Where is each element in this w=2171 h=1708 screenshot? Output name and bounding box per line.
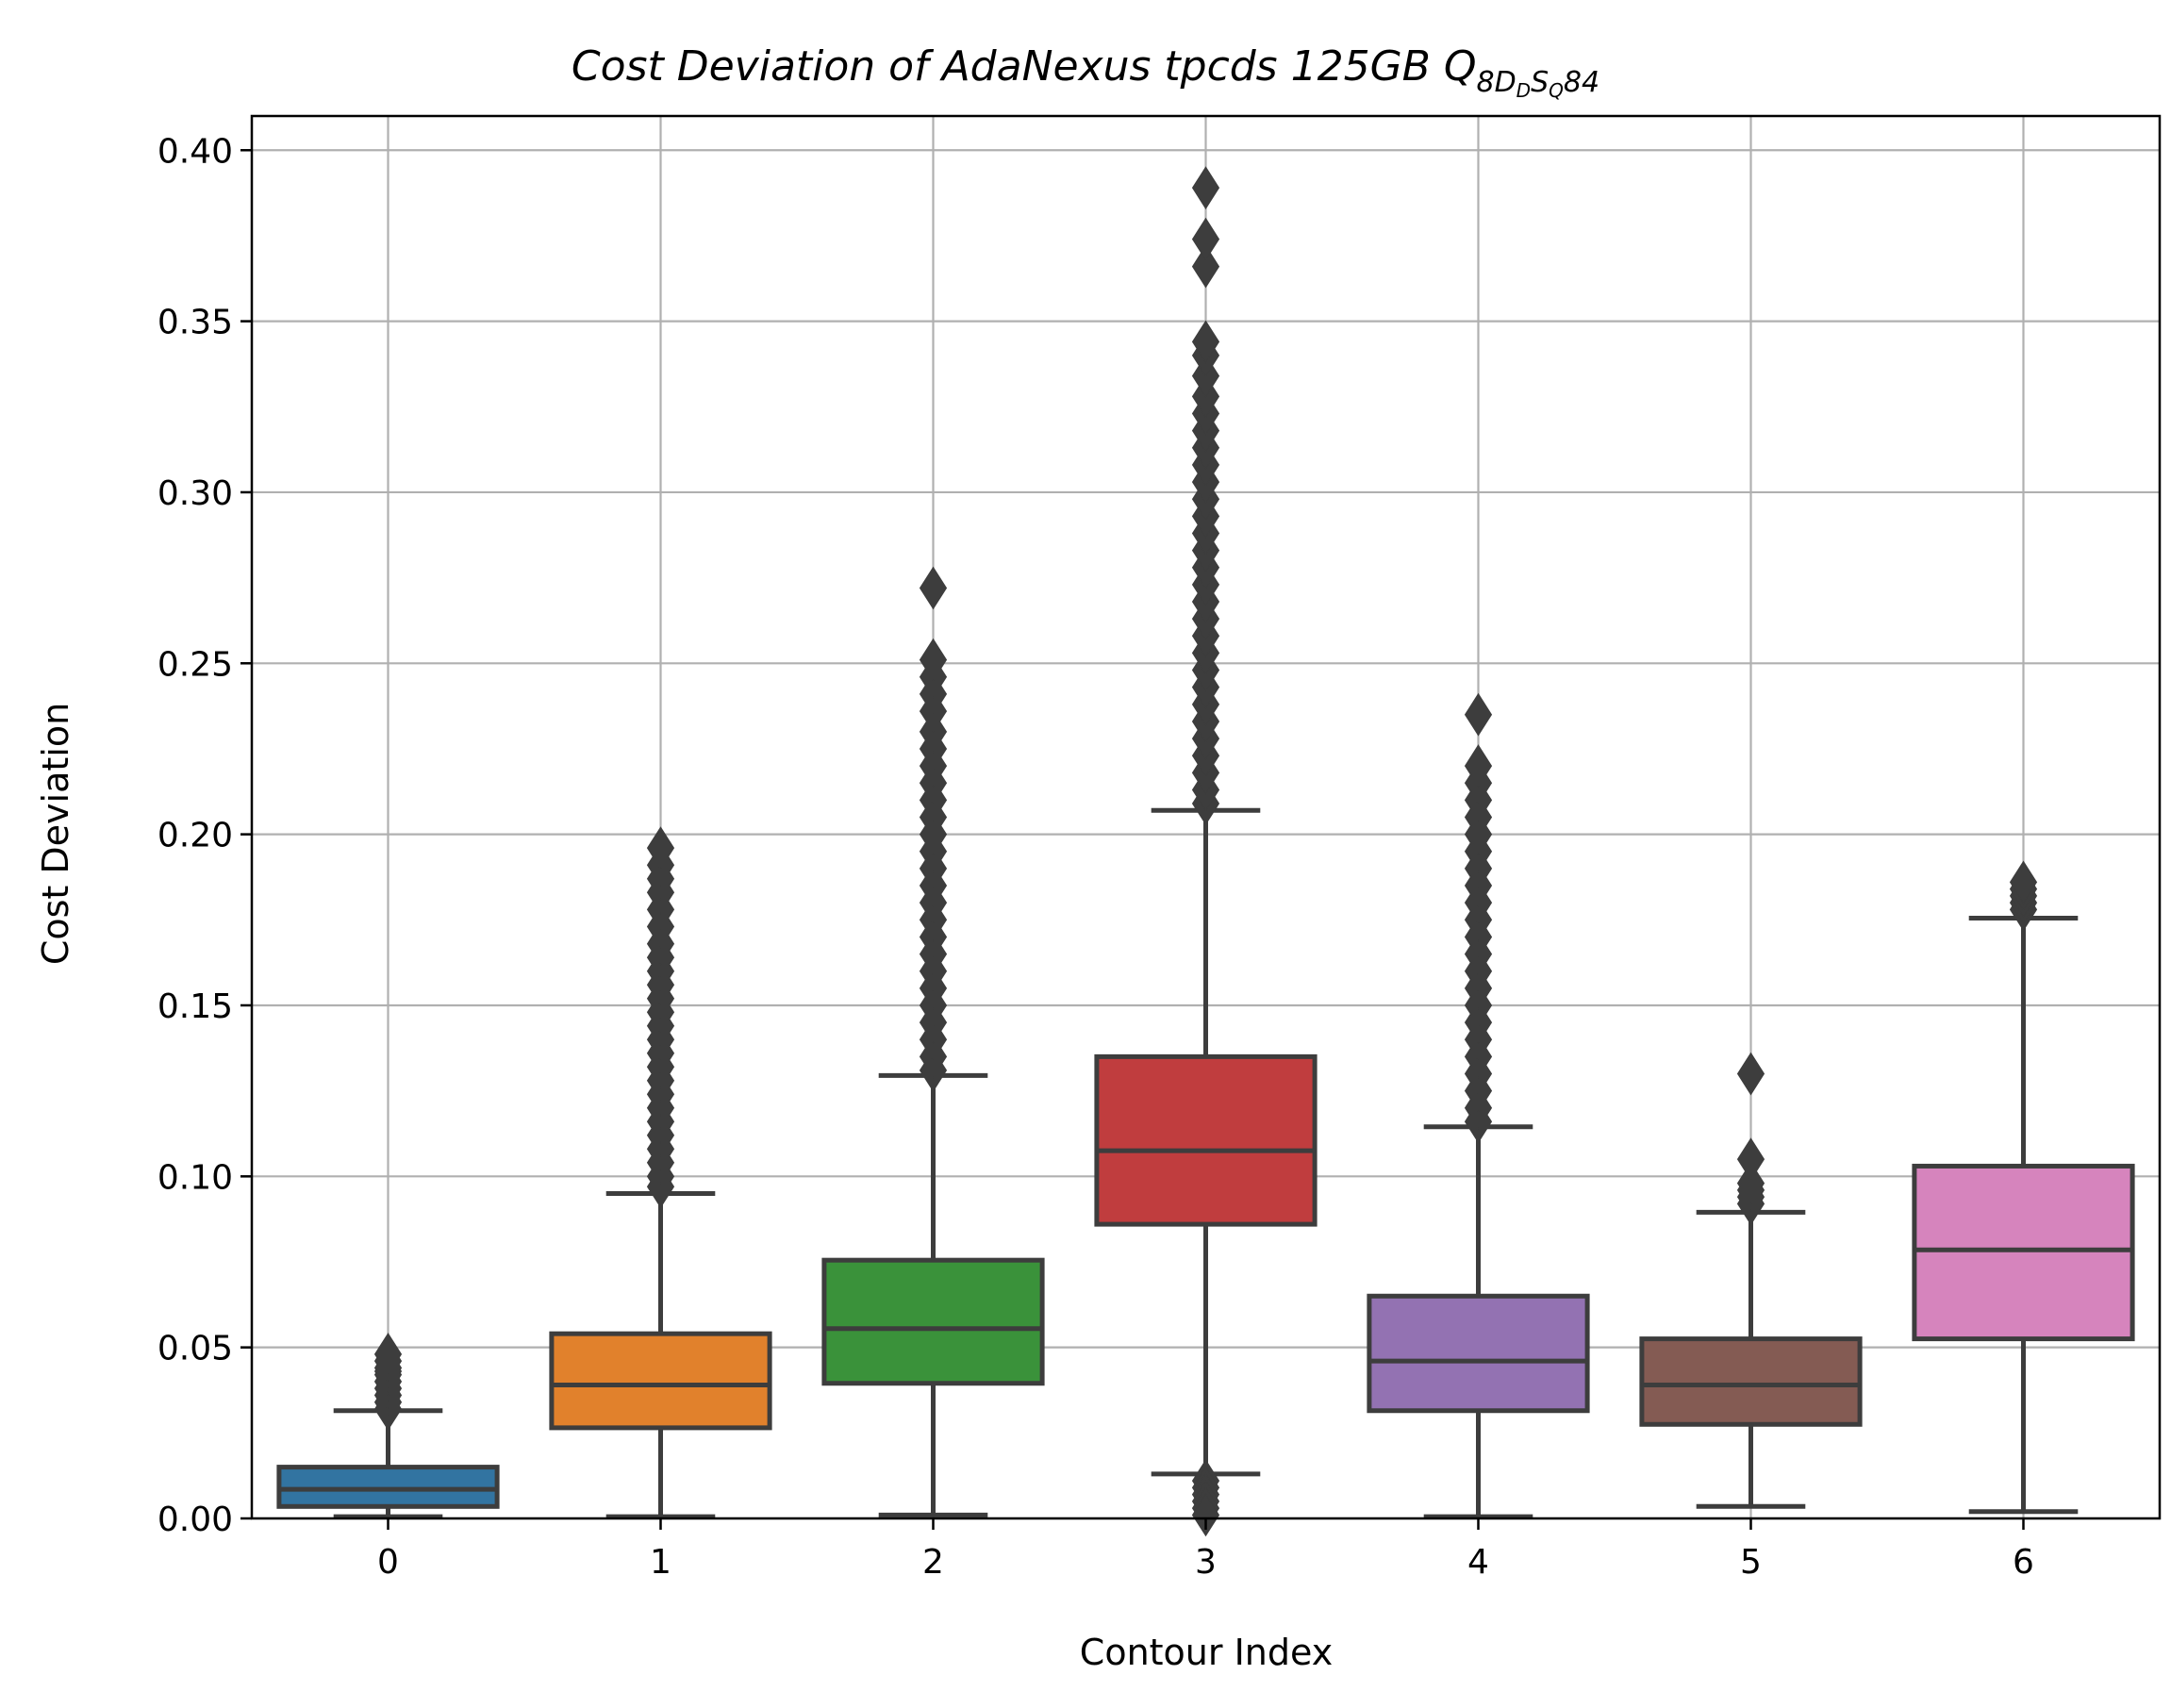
box-6 — [1912, 860, 2135, 1515]
outlier-point — [1191, 244, 1220, 289]
y-tick-label: 0.35 — [157, 304, 233, 342]
x-tick-label: 0 — [377, 1543, 399, 1582]
box-body — [276, 1465, 500, 1509]
box-body — [821, 1257, 1045, 1386]
outlier-point — [2009, 860, 2038, 904]
box-body — [1912, 1163, 2135, 1342]
chart-title-sub1: 8D — [1476, 66, 1516, 99]
chart-title-sub2-sub: Q — [1549, 79, 1564, 102]
box-body — [549, 1331, 772, 1431]
outlier-point — [1736, 1052, 1765, 1096]
y-tick-label: 0.40 — [157, 132, 233, 171]
box-2 — [821, 566, 1045, 1517]
outlier-point — [1191, 217, 1220, 261]
box-0 — [276, 1332, 500, 1519]
outlier-point — [919, 566, 948, 610]
box-3 — [1094, 166, 1318, 1537]
chart-title-main: Cost Deviation of AdaNexus tpcds 125GB Q — [572, 42, 1477, 91]
box-series-group — [276, 166, 2135, 1537]
x-tick-label: 4 — [1467, 1543, 1489, 1582]
chart-title-suffix: 84 — [1564, 66, 1599, 99]
outlier-point — [1191, 1493, 1220, 1537]
chart-title-sub2: S — [1531, 66, 1549, 99]
box-body — [1367, 1293, 1590, 1414]
x-tick-label: 5 — [1740, 1543, 1762, 1582]
outlier-point — [373, 1332, 403, 1376]
y-tick-label: 0.10 — [157, 1158, 233, 1197]
outlier-point — [919, 638, 948, 682]
y-tick-label: 0.15 — [157, 987, 233, 1026]
chart-title: Cost Deviation of AdaNexus tpcds 125GB Q… — [572, 42, 1599, 102]
box-body — [1094, 1053, 1318, 1227]
outlier-point — [1464, 744, 1493, 788]
chart-title-sub1-sub: D — [1516, 79, 1531, 102]
y-tick-label: 0.20 — [157, 817, 233, 855]
x-tick-label: 1 — [650, 1543, 671, 1582]
outlier-point — [1736, 1161, 1765, 1205]
x-tick-label: 2 — [922, 1543, 944, 1582]
axis-ticks: 0.00 0.05 0.10 0.15 0.20 0.25 0.30 0.35 0.40 0 1 2 3… — [157, 132, 2034, 1582]
outlier-point — [1191, 166, 1220, 210]
x-tick-label: 6 — [2013, 1543, 2034, 1582]
outlier-point — [1191, 320, 1220, 364]
y-tick-label: 0.05 — [157, 1330, 233, 1368]
y-axis-label: Cost Deviation — [35, 703, 76, 965]
box-1 — [549, 826, 772, 1519]
y-tick-label: 0.00 — [157, 1501, 233, 1539]
outlier-point — [646, 826, 675, 871]
x-tick-label: 3 — [1195, 1543, 1217, 1582]
y-tick-label: 0.30 — [157, 474, 233, 513]
y-tick-label: 0.25 — [157, 645, 233, 684]
box-body — [1639, 1336, 1863, 1427]
box-4 — [1367, 692, 1590, 1519]
x-axis-label: Contour Index — [1080, 1632, 1333, 1673]
outlier-point — [1464, 692, 1493, 737]
box-5 — [1639, 1052, 1863, 1509]
outlier-point — [1736, 1137, 1765, 1182]
